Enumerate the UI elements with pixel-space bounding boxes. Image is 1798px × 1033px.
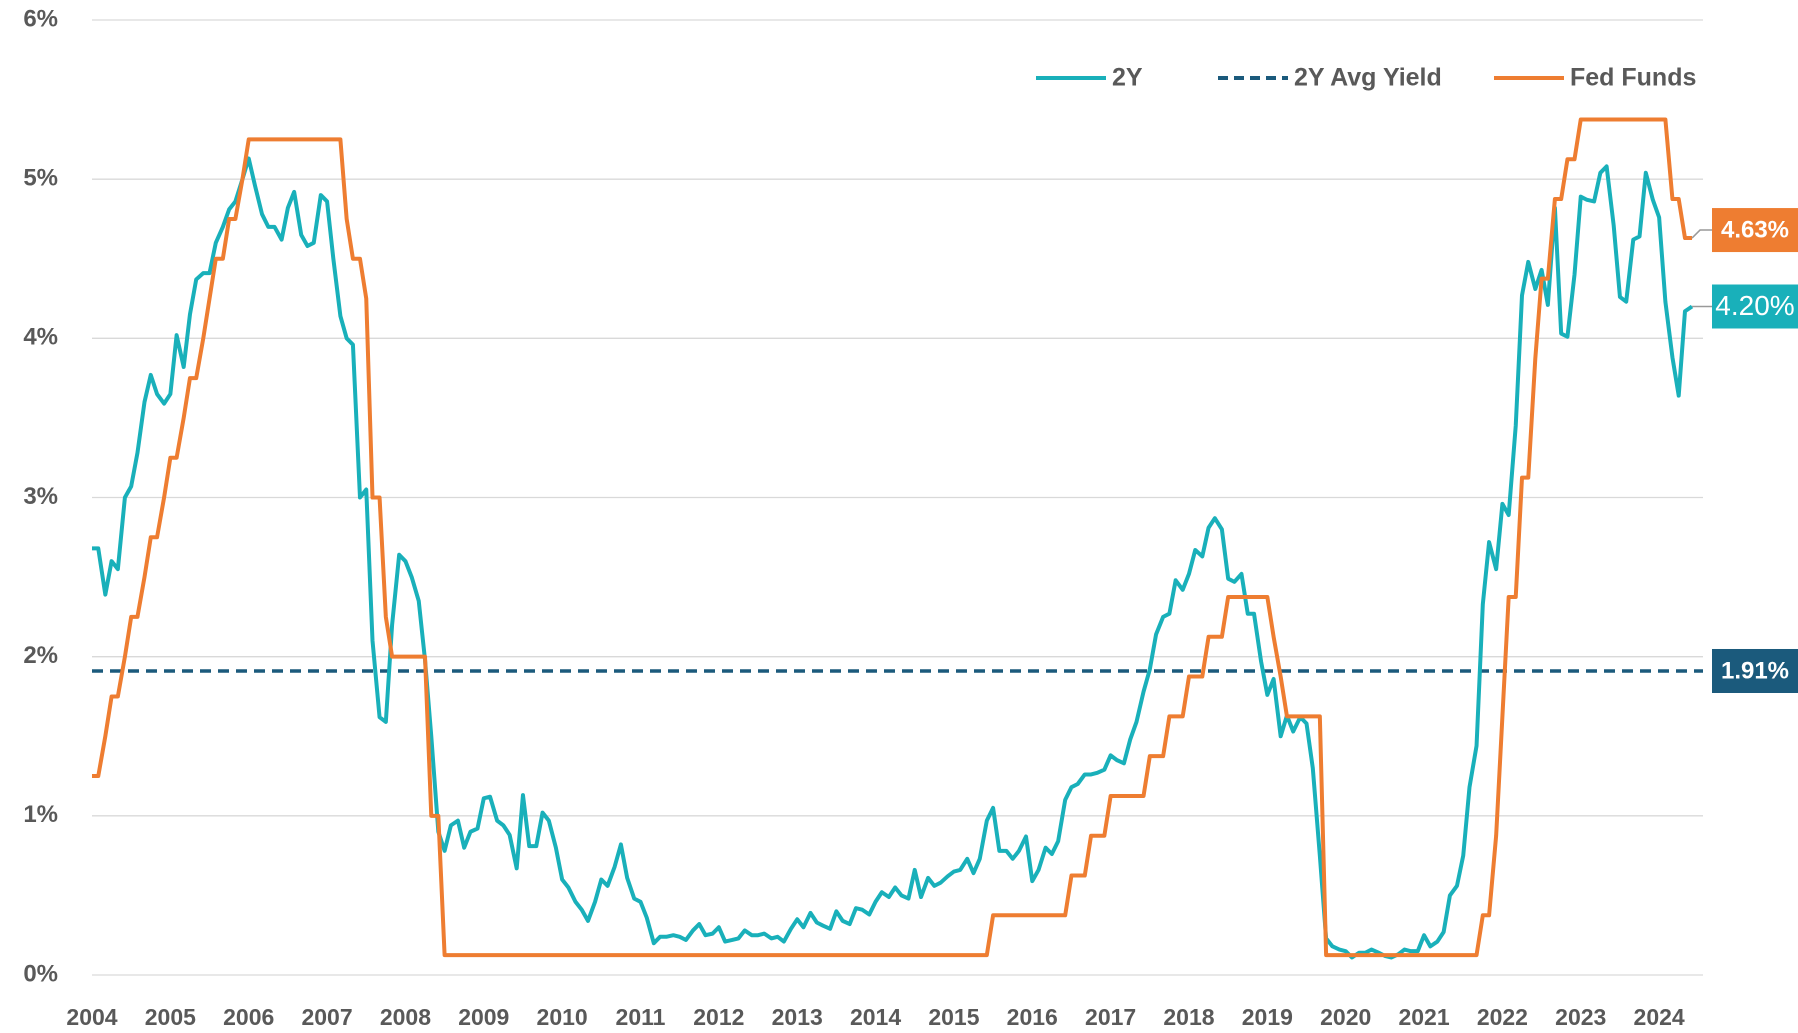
legend-label: 2Y Avg Yield (1294, 64, 1442, 92)
x-tick-label: 2012 (693, 1004, 744, 1030)
x-tick-label: 2014 (850, 1004, 901, 1030)
x-tick-label: 2006 (223, 1004, 274, 1030)
x-tick-label: 2017 (1085, 1004, 1136, 1030)
series-line (92, 156, 1694, 960)
x-tick-label: 2009 (458, 1004, 509, 1030)
x-tick-label: 2011 (616, 1004, 666, 1030)
legend-label: Fed Funds (1570, 64, 1696, 92)
legend-label: 2Y (1112, 64, 1143, 92)
y-tick-label: 1% (23, 801, 58, 828)
x-tick-label: 2023 (1555, 1004, 1606, 1030)
x-tick-label: 2020 (1320, 1004, 1371, 1030)
end-label: 1.91% (1721, 657, 1789, 684)
end-label: 4.63% (1721, 216, 1789, 243)
y-tick-label: 3% (23, 483, 58, 510)
x-tick-label: 2021 (1398, 1004, 1449, 1030)
x-tick-label: 2018 (1163, 1004, 1214, 1030)
y-tick-label: 5% (23, 165, 58, 192)
series-line (92, 117, 1693, 958)
end-label-box (1712, 208, 1798, 253)
x-tick-label: 2024 (1634, 1004, 1685, 1030)
x-tick-label: 2010 (537, 1004, 588, 1030)
y-tick-label: 4% (23, 324, 58, 351)
x-tick-label: 2005 (145, 1004, 196, 1030)
x-tick-label: 2008 (380, 1004, 431, 1030)
x-tick-label: 2013 (772, 1004, 823, 1030)
x-tick-label: 2007 (301, 1004, 352, 1030)
x-tick-label: 2022 (1477, 1004, 1528, 1030)
x-tick-label: 2004 (66, 1004, 117, 1030)
end-label-box (1712, 284, 1798, 329)
x-tick-label: 2015 (928, 1004, 979, 1030)
x-tick-label: 2019 (1242, 1004, 1293, 1030)
y-tick-label: 6% (23, 5, 58, 32)
y-tick-label: 0% (23, 960, 58, 987)
y-tick-label: 2% (23, 642, 58, 669)
x-tick-label: 2016 (1007, 1004, 1058, 1030)
label-connector (1691, 229, 1712, 239)
end-label-box (1712, 648, 1798, 693)
end-label: 4.20% (1715, 290, 1794, 321)
